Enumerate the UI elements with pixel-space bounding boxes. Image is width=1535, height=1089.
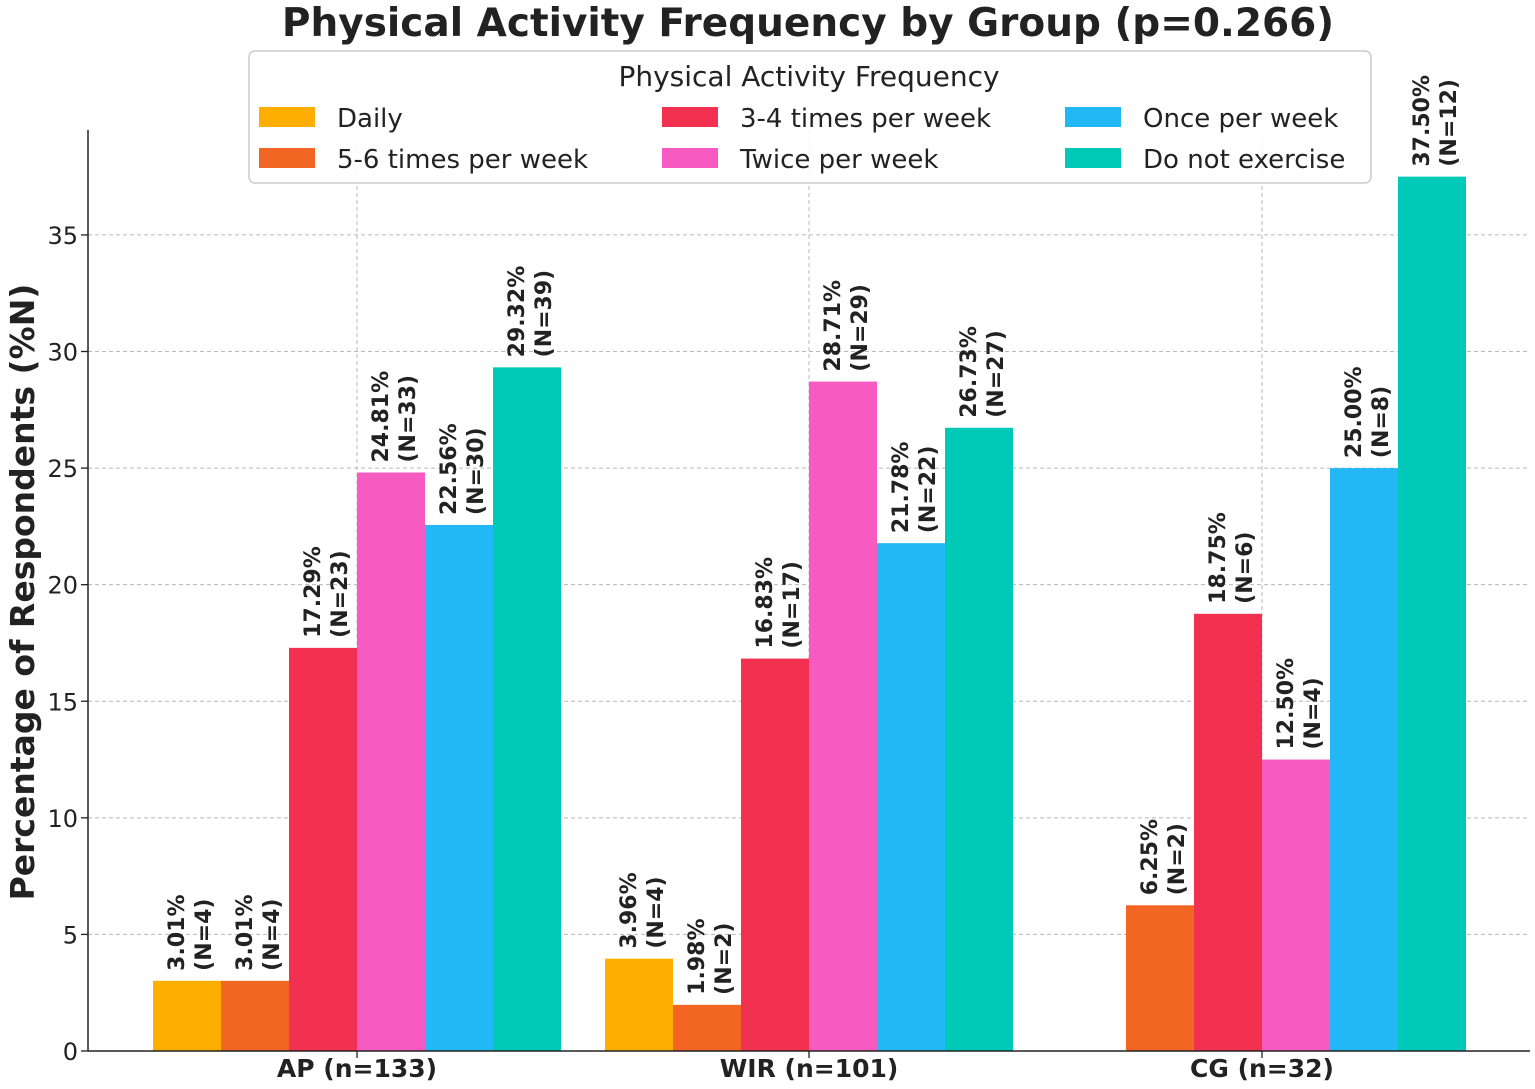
- bar-count-label: (N=39): [532, 270, 557, 358]
- x-tick-label: CG (n=32): [1190, 1054, 1334, 1083]
- bar-value-label: 28.71%: [821, 280, 846, 372]
- legend-entry-label: 5-6 times per week: [337, 145, 588, 175]
- bar-value-label: 25.00%: [1342, 366, 1367, 458]
- bar-value-label: 1.98%: [685, 919, 710, 995]
- bar-value-label: 6.25%: [1138, 819, 1163, 895]
- legend: Physical Activity Frequency Daily 5-6 tim…: [248, 50, 1372, 184]
- bar-count-label: (N=29): [848, 284, 873, 372]
- bar-value-label: 3.01%: [233, 894, 258, 970]
- x-tick-label: WIR (n=101): [720, 1054, 899, 1083]
- bar-value-label: 21.78%: [889, 442, 914, 534]
- bar-count-label: (N=30): [464, 427, 489, 515]
- y-tick-label: 15: [47, 688, 78, 716]
- legend-swatch: [1065, 107, 1121, 127]
- bar-count-label: (N=12): [1437, 79, 1462, 167]
- bar-count-label: (N=17): [780, 561, 805, 649]
- legend-entry-label: Twice per week: [739, 145, 938, 175]
- y-tick-label: 0: [63, 1038, 78, 1066]
- bar-count-label: (N=4): [260, 899, 285, 971]
- legend-entry-label: 3-4 times per week: [740, 104, 991, 134]
- bar: [153, 980, 221, 1051]
- legend-title: Physical Activity Frequency: [618, 60, 999, 93]
- bar-value-label: 24.81%: [369, 371, 394, 463]
- bar: [1194, 613, 1262, 1051]
- bar: [357, 472, 425, 1051]
- bar-count-label: (N=23): [328, 550, 353, 638]
- y-tick-label: 25: [47, 455, 78, 483]
- y-tick-label: 10: [47, 805, 78, 833]
- legend-swatch: [1065, 148, 1121, 168]
- legend-swatch: [662, 107, 718, 127]
- bar-count-label: (N=2): [1165, 823, 1190, 895]
- bar-value-label: 22.56%: [437, 423, 462, 515]
- bar: [605, 958, 673, 1051]
- bars-layer: [153, 176, 1466, 1052]
- bar: [221, 980, 289, 1051]
- legend-swatch: [259, 148, 315, 168]
- bar-value-label: 29.32%: [505, 266, 530, 358]
- bar-count-label: (N=4): [1301, 677, 1326, 749]
- legend-entry-label: Do not exercise: [1143, 145, 1345, 175]
- bar-count-label: (N=6): [1233, 532, 1258, 604]
- y-tick-label: 20: [47, 572, 78, 600]
- bar-count-label: (N=22): [916, 446, 941, 534]
- y-tick-label: 5: [63, 921, 78, 949]
- bar-value-label: 26.73%: [957, 326, 982, 418]
- bar: [289, 647, 357, 1051]
- bar-value-label: 18.75%: [1206, 512, 1231, 604]
- bar-value-label: 16.83%: [753, 557, 778, 649]
- chart-title: Physical Activity Frequency by Group (p=…: [282, 1, 1334, 46]
- bar: [425, 524, 493, 1051]
- bar-value-label: 3.96%: [617, 872, 642, 948]
- bar: [741, 658, 809, 1051]
- y-tick-label: 30: [47, 339, 78, 367]
- y-axis-label: Percentage of Respondents (%N): [3, 284, 42, 901]
- legend-entry-label: Once per week: [1143, 104, 1338, 134]
- bar: [1330, 468, 1398, 1051]
- bar: [493, 367, 561, 1051]
- bar-value-label: 37.50%: [1410, 75, 1435, 167]
- legend-swatch: [662, 148, 718, 168]
- bar-count-label: (N=2): [712, 923, 737, 995]
- bar-count-label: (N=4): [644, 876, 669, 948]
- legend-entry-label: Daily: [337, 104, 403, 134]
- y-tick-label: 35: [47, 222, 78, 250]
- legend-swatch: [259, 107, 315, 127]
- bar: [1126, 905, 1194, 1051]
- bar: [1398, 176, 1466, 1051]
- x-tick-label: AP (n=133): [277, 1054, 437, 1083]
- bar: [673, 1004, 741, 1051]
- bar: [809, 381, 877, 1051]
- bar-count-label: (N=8): [1369, 386, 1394, 458]
- bar-count-label: (N=4): [192, 899, 217, 971]
- bar: [945, 427, 1013, 1052]
- bar-value-label: 12.50%: [1274, 658, 1299, 750]
- data-labels-layer: 3.01% (N=4) 3.96% (N=4)3.01% (N=4) 1.98% (N=2)…: [165, 75, 1462, 995]
- bar: [877, 543, 945, 1051]
- bar: [1262, 759, 1330, 1051]
- bar-value-label: 17.29%: [301, 546, 326, 638]
- bar-value-label: 3.01%: [165, 894, 190, 970]
- axes-layer: 0 5 10 15 20 25 30 35 AP (n=133) WIR (n=101) CG (n…: [47, 130, 1530, 1083]
- bar-count-label: (N=27): [984, 330, 1009, 418]
- bar-count-label: (N=33): [396, 375, 421, 463]
